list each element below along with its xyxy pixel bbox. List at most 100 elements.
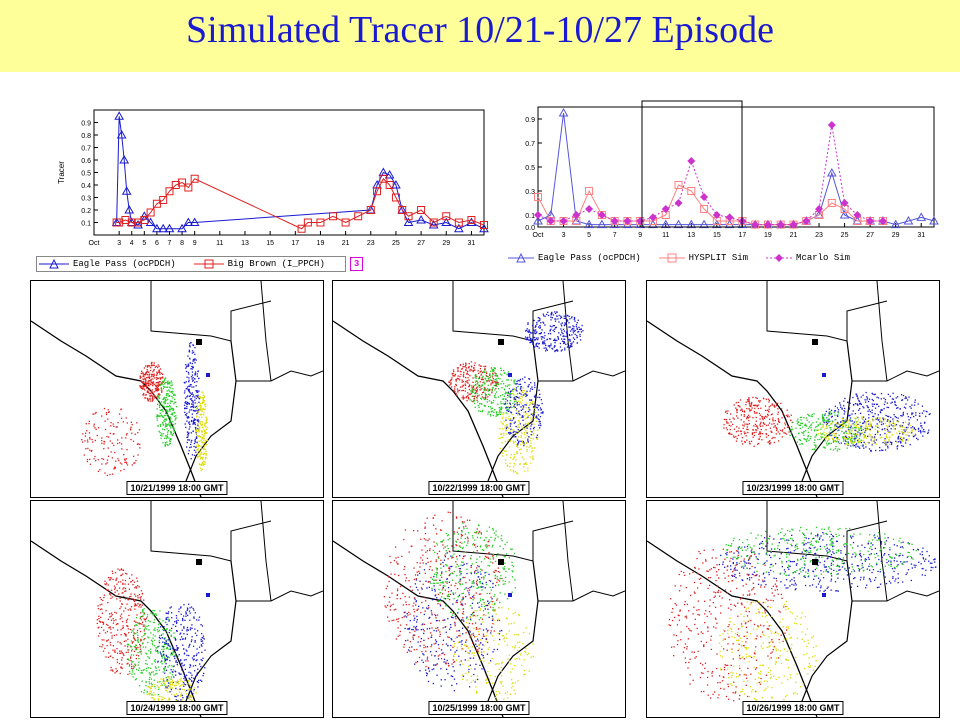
- plume-dot: [837, 412, 840, 414]
- plume-dot: [97, 635, 100, 637]
- plume-dot: [455, 379, 457, 381]
- plume-dot: [163, 420, 165, 422]
- plume-dot: [159, 368, 162, 370]
- plume-dot: [109, 641, 111, 644]
- plume-dot: [191, 386, 193, 388]
- state-border: [150, 501, 272, 562]
- plume-dot: [191, 378, 193, 380]
- plume-dot: [845, 443, 848, 445]
- plume-dot: [191, 454, 194, 456]
- plume-dot: [171, 434, 173, 436]
- plume-dot: [191, 406, 193, 408]
- plume-dot: [162, 641, 164, 643]
- plume-dot: [793, 437, 795, 439]
- plume-dot: [882, 419, 885, 421]
- plume-dot: [155, 390, 157, 392]
- plume-dot: [833, 436, 836, 439]
- plot-frame: [537, 106, 935, 228]
- plume-dot: [550, 343, 552, 345]
- plume-dot: [180, 623, 182, 626]
- plume-dot: [467, 370, 469, 372]
- plume-dot: [203, 672, 205, 675]
- plume-dot: [190, 403, 193, 405]
- plume-dot: [197, 448, 199, 451]
- plume-dot: [500, 403, 502, 405]
- plume-dot: [494, 393, 497, 395]
- plume-dot: [163, 667, 165, 670]
- plume-dot: [507, 418, 509, 420]
- plume-dot: [183, 685, 185, 688]
- plume-dot: [101, 639, 103, 641]
- plume-dot: [520, 448, 522, 450]
- plume-dot: [187, 363, 189, 365]
- plume-dot: [901, 432, 904, 434]
- plume-dot: [567, 339, 570, 341]
- plume-dot: [114, 595, 117, 597]
- plume-dot: [463, 376, 465, 378]
- plume-dot: [196, 395, 199, 398]
- plume-dot: [802, 426, 804, 428]
- plume-dot: [157, 384, 160, 387]
- plume-dot: [810, 415, 812, 417]
- plume-dot: [163, 656, 166, 658]
- plume-dot: [124, 579, 127, 582]
- plume-dot: [514, 464, 516, 466]
- plume-dot: [852, 404, 855, 406]
- plume-dot: [915, 437, 918, 439]
- plume-dot: [758, 433, 760, 435]
- plume-dot: [525, 462, 527, 464]
- plume-dot: [171, 687, 174, 689]
- plume-dot: [859, 412, 862, 415]
- plume-dot: [153, 699, 155, 701]
- plume-dot: [523, 394, 526, 396]
- plume-dot: [453, 390, 455, 392]
- plume-dot: [205, 420, 207, 422]
- plume-dot: [133, 628, 135, 630]
- plume-dot: [513, 407, 515, 409]
- plume-dot: [119, 672, 121, 675]
- plume-dot: [507, 392, 509, 394]
- plume-dot: [512, 429, 514, 431]
- data-point: [558, 107, 569, 117]
- plume-dot: [512, 440, 514, 442]
- plume-dot: [197, 452, 199, 455]
- plume-dot: [168, 386, 171, 388]
- plume-dot: [725, 418, 727, 421]
- plume-dot: [167, 688, 169, 690]
- plume-dot: [190, 606, 193, 608]
- plume-dot: [182, 619, 184, 622]
- plume-dot: [862, 445, 864, 447]
- plume-dot: [171, 612, 173, 614]
- plume-dot: [536, 321, 538, 324]
- plume-dot: [199, 396, 201, 398]
- plume-dot: [465, 363, 467, 365]
- x-tick-label: 27: [417, 240, 425, 247]
- plume-dot: [890, 442, 893, 444]
- plume-dot: [858, 441, 860, 444]
- plume-dot: [538, 317, 541, 319]
- plume-dot: [97, 608, 100, 610]
- plume-dot: [186, 388, 188, 390]
- plume-dot: [179, 695, 182, 697]
- plume-dot: [572, 332, 575, 334]
- plume-dot: [190, 458, 192, 460]
- plume-dot: [194, 438, 196, 441]
- plume-dot: [188, 385, 190, 387]
- plume-dot: [163, 428, 166, 431]
- plume-dot: [500, 421, 502, 423]
- plume-dot: [489, 394, 491, 396]
- plume-dot: [157, 377, 159, 379]
- plume-dot: [148, 385, 150, 387]
- data-point: [480, 221, 488, 229]
- plume-dot: [774, 425, 777, 427]
- plume-dot: [198, 390, 200, 392]
- plume-dot: [204, 452, 206, 455]
- plume-dot: [843, 422, 846, 424]
- plume-dot: [864, 442, 866, 445]
- plume-dot: [127, 658, 130, 660]
- plume-dot: [156, 419, 158, 421]
- plume-dot: [170, 422, 172, 424]
- plume-dot: [484, 398, 487, 400]
- plume-dot: [895, 440, 897, 443]
- plume-dot: [172, 428, 175, 430]
